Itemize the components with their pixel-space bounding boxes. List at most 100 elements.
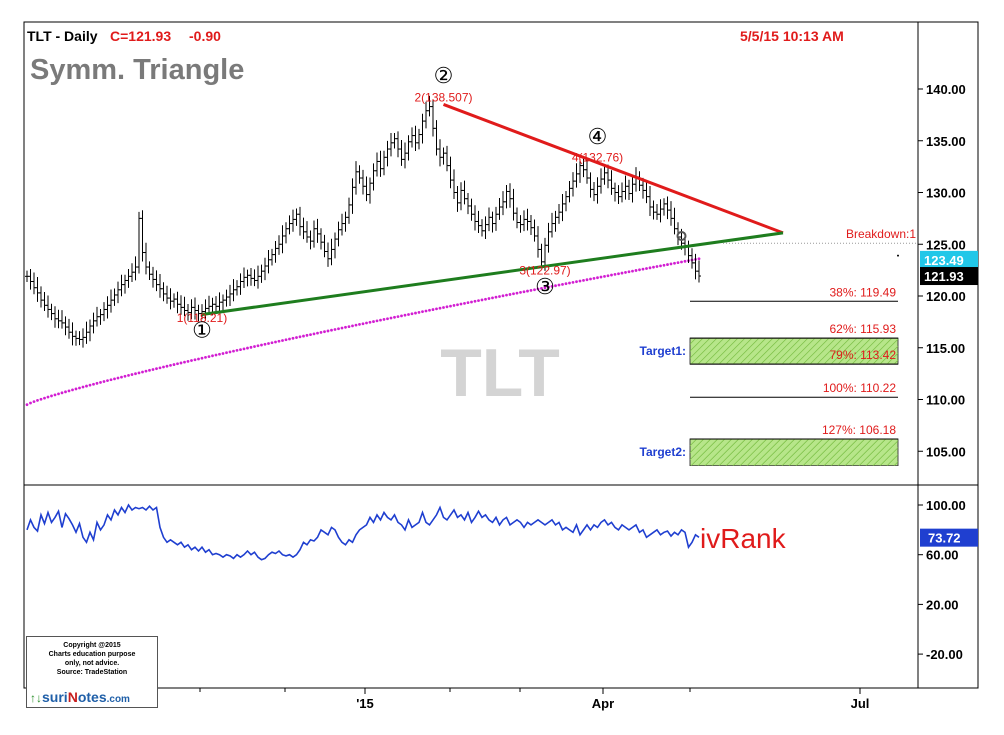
moving-average-point xyxy=(582,278,585,282)
moving-average-point xyxy=(88,383,92,387)
price-bar xyxy=(410,127,414,148)
target-zone-hatch xyxy=(689,438,711,461)
target-zone-hatch xyxy=(767,438,795,467)
price-bar xyxy=(39,286,43,308)
price-bar xyxy=(298,206,302,236)
moving-average-point xyxy=(190,359,193,362)
target-zone-hatch xyxy=(774,438,802,467)
price-bar xyxy=(112,288,117,306)
price-bar xyxy=(63,316,68,336)
target-zone-hatch xyxy=(865,438,893,467)
price-bar xyxy=(231,279,236,302)
ivrank-title: ivRank xyxy=(700,523,787,554)
wave-value-label: 1(118.21) xyxy=(177,311,227,325)
moving-average-point xyxy=(36,399,39,402)
chart-frame xyxy=(23,21,979,689)
moving-average-point xyxy=(183,360,186,364)
target-zone-hatch xyxy=(795,337,823,365)
moving-average-point xyxy=(242,347,246,351)
moving-average-point xyxy=(71,388,74,392)
price-bar xyxy=(515,207,519,229)
moving-average-point xyxy=(263,342,267,346)
moving-average-point xyxy=(67,389,71,393)
target-zone-hatch xyxy=(739,438,767,467)
moving-average-point xyxy=(645,267,648,270)
price-bar xyxy=(623,175,628,200)
price-bar xyxy=(550,212,554,238)
price-bar xyxy=(266,249,271,274)
moving-average-point xyxy=(666,263,669,266)
fib-level-label: 62%: 115.93 xyxy=(830,322,897,336)
target-zone-hatch xyxy=(704,438,732,467)
price-bar xyxy=(168,288,173,310)
price-bar xyxy=(74,330,78,346)
target-zone-hatch xyxy=(788,438,816,467)
moving-average-point xyxy=(246,346,249,350)
fib-level-label: 38%: 119.49 xyxy=(830,285,897,299)
price-bar xyxy=(476,210,481,233)
moving-average-point xyxy=(214,353,218,357)
price-bar xyxy=(336,221,341,247)
price-bar xyxy=(119,274,124,297)
price-bar xyxy=(343,211,348,232)
price-bar xyxy=(417,128,421,150)
moving-average-point xyxy=(337,327,340,331)
moving-average-point xyxy=(53,393,57,397)
moving-average-point xyxy=(267,342,270,345)
price-bar xyxy=(592,182,596,202)
price-bar xyxy=(602,166,607,185)
price-change-label: -0.90 xyxy=(189,28,221,44)
price-bar xyxy=(224,289,229,307)
target-zone-hatch xyxy=(809,438,837,467)
fib-level-label: 100%: 110.22 xyxy=(823,381,896,395)
moving-average-point xyxy=(319,330,323,334)
price-bar xyxy=(333,232,337,259)
price-bar xyxy=(473,205,477,231)
wave-value-label: 3(122.97) xyxy=(519,263,570,277)
price-bar xyxy=(364,176,369,202)
price-bar xyxy=(483,216,488,239)
time-axis: '15 Apr Jul xyxy=(199,688,869,711)
ivrank-tick-label: -20.00 xyxy=(926,647,963,662)
moving-average-point xyxy=(575,280,578,284)
moving-average-point xyxy=(253,345,256,348)
moving-average-point xyxy=(617,272,620,276)
wave-number-marker: ② xyxy=(434,63,454,88)
target-zone-hatch xyxy=(830,438,858,467)
moving-average-point xyxy=(424,309,428,313)
copyright-line: Copyright @2015 xyxy=(63,642,121,649)
target-zone-hatch xyxy=(767,337,795,365)
price-bar xyxy=(77,331,82,346)
price-bar xyxy=(480,219,484,237)
target-zone-hatch xyxy=(837,337,865,365)
price-bar xyxy=(686,240,691,263)
moving-average-point xyxy=(113,377,116,381)
price-bar xyxy=(291,209,295,232)
moving-average-point xyxy=(557,283,561,287)
price-bar xyxy=(511,188,516,221)
copyright-box: Copyright @2015 Charts education purpose… xyxy=(26,636,158,708)
price-bar xyxy=(144,242,148,275)
price-bar xyxy=(217,292,222,313)
price-bar xyxy=(529,214,533,236)
price-bar xyxy=(375,152,379,177)
moving-average-point xyxy=(589,277,592,281)
target-zone-hatch xyxy=(711,438,739,467)
moving-average-point xyxy=(270,341,274,345)
moving-average-point xyxy=(46,395,50,399)
moving-average-point xyxy=(186,359,190,363)
moving-average-point xyxy=(522,290,526,294)
price-bar xyxy=(399,140,404,166)
price-bar xyxy=(452,169,456,200)
price-bar xyxy=(277,235,281,255)
price-bar xyxy=(406,135,411,161)
moving-average-point xyxy=(498,295,501,298)
watermark-text: TLT xyxy=(440,335,560,411)
moving-average-point xyxy=(50,394,53,398)
target-zone-hatch xyxy=(718,438,746,467)
moving-average-point xyxy=(197,357,200,361)
target-zone-hatch xyxy=(844,438,872,467)
copyright-line: Charts education purpose xyxy=(48,651,136,658)
moving-average-point xyxy=(298,335,302,339)
moving-average-point xyxy=(431,308,435,311)
